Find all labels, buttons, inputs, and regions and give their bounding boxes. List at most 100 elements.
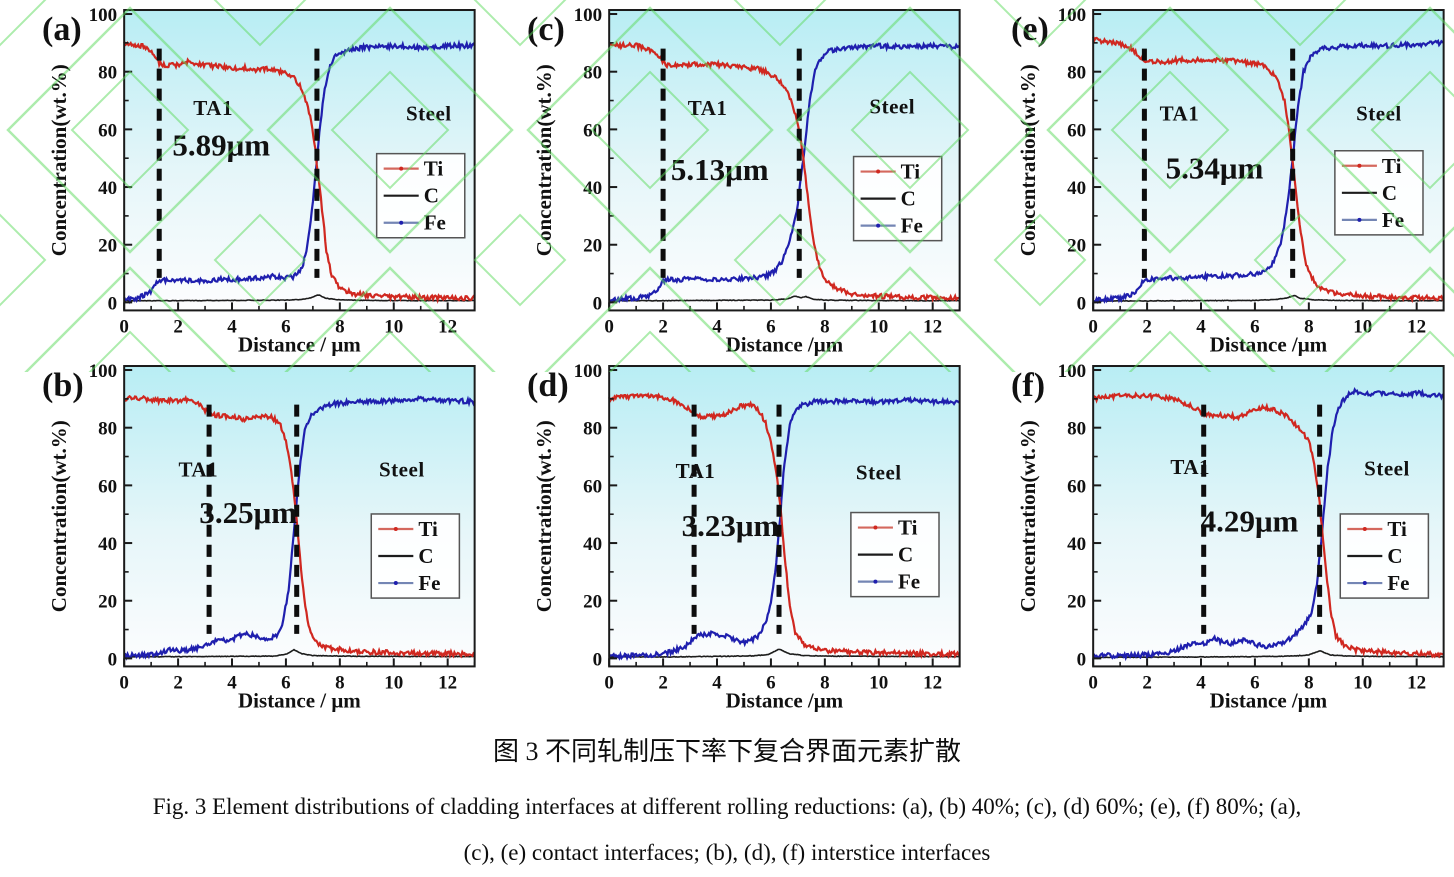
region-label-ta1: TA1: [675, 460, 715, 484]
y-tick-label: 100: [573, 362, 602, 383]
region-label-steel: Steel: [379, 458, 425, 482]
y-tick-label: 100: [1058, 362, 1087, 383]
legend-item-c: C: [378, 545, 434, 569]
y-tick-label: 80: [98, 419, 117, 440]
legend-box: Ti C Fe: [849, 512, 940, 598]
y-tick-label: 0: [592, 293, 602, 314]
legend-marker-ti: [399, 166, 404, 171]
legend-item-fe: Fe: [857, 570, 920, 594]
y-axis-title: Concentration(wt.%): [532, 64, 556, 256]
region-label-steel: Steel: [869, 95, 915, 119]
legend-label-ti: Ti: [898, 516, 918, 540]
x-tick-label: 10: [384, 316, 403, 337]
panel-letter: (b): [42, 368, 84, 405]
legend-item-ti: Ti: [1347, 517, 1408, 541]
caption-chinese: 图 3 不同轧制压下率下复合界面元素扩散: [492, 736, 961, 766]
charts-grid: 0 2 4 6 8 10 12 0 20 40 60 80 100 Distance / μm Concen…: [0, 0, 1454, 713]
region-label-steel: Steel: [1365, 457, 1411, 481]
y-tick-label: 20: [583, 592, 602, 613]
legend-label-c: C: [1388, 545, 1403, 569]
region-label-ta1: TA1: [1171, 455, 1211, 479]
y-tick-label: 20: [1067, 592, 1086, 613]
y-tick-label: 60: [1067, 477, 1086, 498]
panel-e: 0 2 4 6 8 10 12 0 20 40 60 80 100 Distance /μm Concent…: [969, 0, 1454, 356]
panel-b: 0 2 4 6 8 10 12 0 20 40 60 80 100 Distance / μm Concen…: [0, 356, 485, 713]
legend-label-fe: Fe: [1388, 572, 1410, 596]
legend-marker-ti: [873, 526, 878, 531]
legend-label-ti: Ti: [418, 517, 438, 541]
panel-f: 0 2 4 6 8 10 12 0 20 40 60 80 100 Distance /μm Concent…: [969, 356, 1454, 713]
legend-item-c: C: [857, 543, 913, 567]
legend-marker-fe: [399, 220, 404, 225]
y-tick-label: 40: [98, 178, 117, 199]
x-tick-label: 2: [1143, 316, 1153, 337]
region-label-steel: Steel: [856, 461, 902, 485]
legend-label-ti: Ti: [1382, 154, 1402, 178]
chart-d: 0 2 4 6 8 10 12 0 20 40 60 80 100 Distance /μm Concent…: [527, 362, 961, 713]
y-tick-label: 60: [98, 477, 117, 498]
y-tick-label: 40: [98, 535, 117, 556]
measurement-label: 5.89μm: [172, 127, 270, 162]
ti-curve: [1092, 391, 1445, 660]
x-axis-title: Distance /μm: [725, 689, 843, 713]
legend-label-fe: Fe: [900, 214, 922, 238]
x-tick-label: 4: [1197, 316, 1207, 337]
measurement-label: 3.25μm: [199, 495, 297, 530]
region-label-steel: Steel: [406, 102, 452, 126]
legend-marker-ti: [875, 169, 880, 174]
x-tick-label: 12: [923, 316, 942, 337]
measurement-label: 3.23μm: [681, 508, 779, 543]
region-label-ta1: TA1: [687, 96, 727, 120]
caption-english-line1: Fig. 3 Element distributions of cladding…: [152, 793, 1302, 819]
x-tick-label: 10: [1354, 316, 1373, 337]
y-tick-label: 0: [592, 650, 602, 671]
y-tick-label: 0: [1077, 293, 1087, 314]
x-tick-label: 12: [1407, 316, 1426, 337]
c-curve: [124, 649, 475, 659]
x-tick-label: 0: [604, 316, 614, 337]
x-tick-label: 0: [119, 316, 129, 337]
x-tick-label: 6: [766, 673, 776, 694]
y-tick-label: 0: [108, 650, 118, 671]
y-tick-label: 20: [98, 592, 117, 613]
legend-marker-ti: [1363, 527, 1368, 532]
legend-marker-ti: [393, 527, 398, 532]
legend-item-ti: Ti: [857, 516, 918, 540]
y-tick-label: 20: [1067, 236, 1086, 257]
legend-box: Ti C Fe: [375, 152, 466, 239]
region-label-ta1: TA1: [193, 96, 233, 120]
y-tick-label: 80: [583, 419, 602, 440]
panel-letter: (f): [1011, 368, 1045, 405]
legend-label-fe: Fe: [898, 570, 920, 594]
region-label-steel: Steel: [1356, 102, 1402, 126]
x-tick-label: 10: [1354, 673, 1373, 694]
y-tick-label: 20: [583, 236, 602, 257]
legend-label-ti: Ti: [1388, 517, 1408, 541]
legend-box: Ti C Fe: [370, 513, 461, 600]
legend-label-c: C: [900, 187, 915, 211]
panel-a: 0 2 4 6 8 10 12 0 20 40 60 80 100 Distance / μm Concen…: [0, 0, 485, 356]
y-tick-label: 100: [89, 362, 118, 383]
x-tick-label: 2: [173, 673, 183, 694]
x-axis-title: Distance /μm: [1210, 332, 1328, 356]
y-tick-label: 40: [1067, 535, 1086, 556]
y-tick-label: 60: [583, 477, 602, 498]
legend-marker-fe: [873, 580, 878, 585]
fe-curve: [607, 396, 960, 662]
x-tick-label: 4: [227, 316, 237, 337]
y-tick-label: 100: [573, 5, 602, 26]
panel-letter: (e): [1011, 11, 1049, 48]
legend-box: Ti C Fe: [852, 155, 943, 242]
x-tick-label: 0: [1089, 316, 1099, 337]
legend-box: Ti C Fe: [1334, 150, 1425, 236]
legend-marker-fe: [1357, 217, 1362, 222]
y-tick-label: 20: [98, 236, 117, 257]
legend-item-fe: Fe: [1347, 572, 1410, 596]
x-axis-title: Distance /μm: [725, 332, 843, 356]
x-tick-label: 8: [1304, 673, 1314, 694]
x-tick-label: 8: [820, 673, 830, 694]
y-tick-label: 80: [583, 63, 602, 84]
x-tick-label: 12: [923, 673, 942, 694]
